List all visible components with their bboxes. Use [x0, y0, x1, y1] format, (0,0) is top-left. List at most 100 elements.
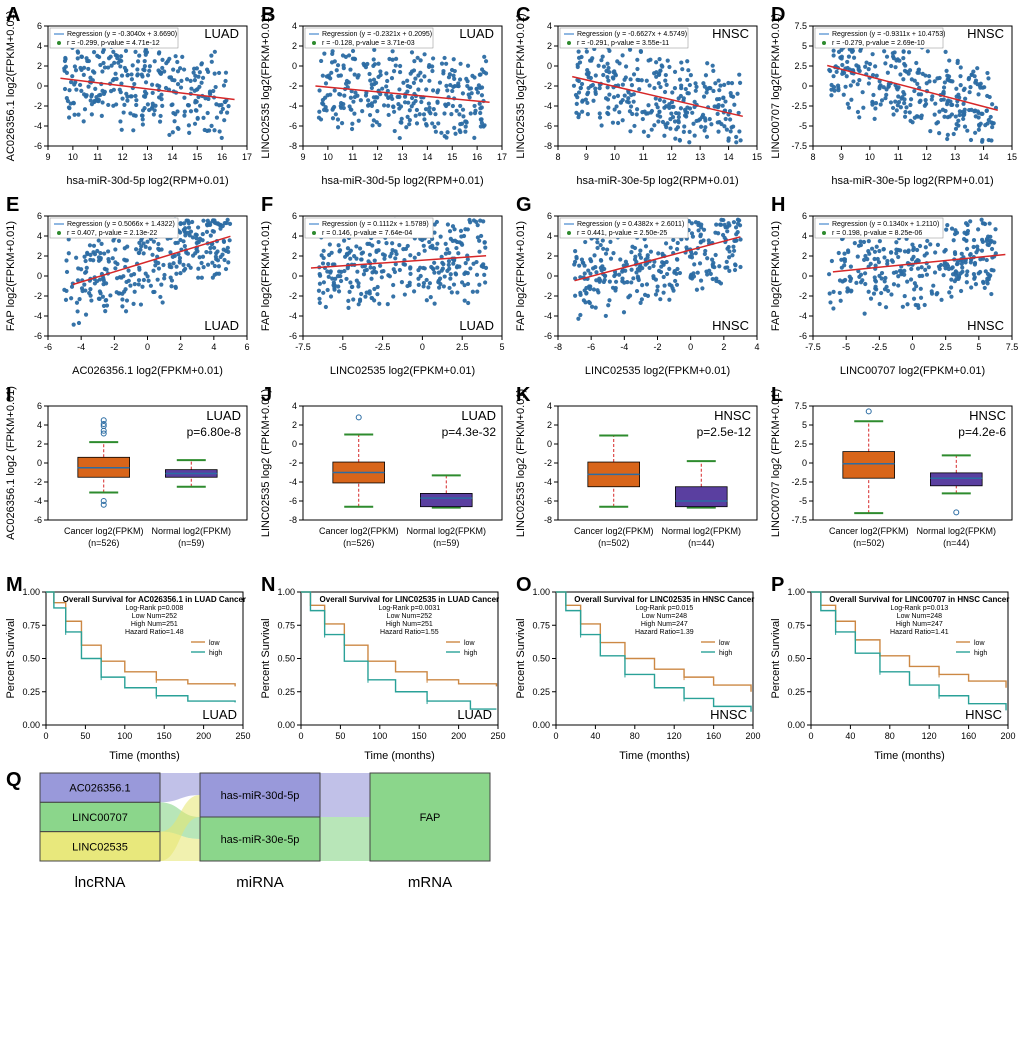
svg-text:-2: -2: [799, 291, 807, 301]
svg-text:2: 2: [292, 420, 297, 430]
panel-F: F-7.5-5-2.502.55-6-4-20246LINC02535 log2…: [255, 190, 510, 380]
svg-text:Time (months): Time (months): [874, 750, 945, 762]
svg-text:Time (months): Time (months): [364, 750, 435, 762]
panel-letter-A: A: [6, 4, 20, 27]
svg-text:Log-Rank p=0.0031: Log-Rank p=0.0031: [379, 605, 441, 612]
svg-text:Overall Survival for LINC00707: Overall Survival for LINC00707 in HNSC C…: [829, 595, 1009, 604]
svg-text:Regression (y = -0.2321x + 0.2: Regression (y = -0.2321x + 0.2095): [322, 31, 432, 38]
svg-text:120: 120: [667, 731, 682, 741]
svg-text:7.5: 7.5: [794, 21, 807, 31]
xlabel: hsa-miR-30e-5p log2(RPM+0.01): [831, 175, 993, 187]
xlabel: AC026356.1 log2(FPKM+0.01): [72, 365, 223, 377]
panel-E: E-6-4-20246-6-4-20246AC026356.1 log2(FPK…: [0, 190, 255, 380]
panel-G: G-8-6-4-2024-6-4-20246LINC02535 log2(FPK…: [510, 190, 765, 380]
svg-text:10: 10: [865, 152, 875, 162]
svg-text:160: 160: [706, 731, 721, 741]
svg-text:2: 2: [547, 41, 552, 51]
svg-text:17: 17: [497, 152, 507, 162]
svg-text:0.00: 0.00: [277, 720, 295, 730]
svg-text:0.25: 0.25: [532, 687, 550, 697]
svg-text:Percent Survival: Percent Survival: [5, 618, 17, 698]
svg-text:-4: -4: [289, 477, 297, 487]
svg-text:12: 12: [118, 152, 128, 162]
svg-text:4: 4: [547, 401, 552, 411]
svg-text:Regression (y = 0.1340x + 1.21: Regression (y = 0.1340x + 1.2110): [832, 221, 939, 228]
svg-text:(n=502): (n=502): [853, 538, 884, 548]
svg-text:-2.5: -2.5: [791, 477, 807, 487]
svg-text:9: 9: [584, 152, 589, 162]
svg-text:-4: -4: [620, 342, 628, 352]
svg-text:0.00: 0.00: [22, 720, 40, 730]
svg-text:-8: -8: [289, 515, 297, 525]
panel-letter-E: E: [6, 194, 19, 217]
svg-text:Hazard Ratio=1.41: Hazard Ratio=1.41: [890, 629, 949, 636]
svg-text:Normal log2(FPKM): Normal log2(FPKM): [662, 526, 742, 536]
svg-text:5: 5: [802, 41, 807, 51]
svg-text:LUAD: LUAD: [457, 707, 492, 722]
svg-text:Regression (y = 0.5066x + 1.43: Regression (y = 0.5066x + 1.4322): [67, 221, 175, 228]
svg-text:80: 80: [885, 731, 895, 741]
svg-text:LINC02535: LINC02535: [72, 841, 128, 853]
svg-text:-4: -4: [544, 101, 552, 111]
svg-text:200: 200: [745, 731, 760, 741]
svg-text:11: 11: [894, 152, 903, 162]
legend: Regression (y = 0.4382x + 2.6011)r = 0.4…: [560, 218, 688, 238]
ylabel: AC026356.1 log2(FPKM+0.01): [5, 11, 17, 162]
svg-text:0.50: 0.50: [277, 654, 295, 664]
svg-text:-8: -8: [554, 342, 562, 352]
svg-text:p=6.80e-8: p=6.80e-8: [187, 425, 242, 439]
svg-text:0: 0: [910, 342, 915, 352]
scatter-points: [572, 38, 743, 144]
svg-text:10: 10: [323, 152, 333, 162]
cancer-label: LUAD: [204, 26, 239, 41]
svg-text:low: low: [209, 640, 220, 647]
legend: Regression (y = -0.6627x + 4.5749)r = -0…: [560, 28, 688, 48]
svg-text:-5: -5: [799, 496, 807, 506]
svg-text:Time (months): Time (months): [109, 750, 180, 762]
svg-text:0: 0: [37, 81, 42, 91]
svg-text:-2: -2: [544, 81, 552, 91]
scatter-C: 89101112131415-8-6-4-2024hsa-miR-30e-5p …: [510, 0, 765, 190]
svg-text:0: 0: [688, 342, 693, 352]
svg-text:2: 2: [292, 251, 297, 261]
svg-text:Hazard Ratio=1.39: Hazard Ratio=1.39: [635, 629, 694, 636]
svg-text:0.50: 0.50: [532, 654, 550, 664]
svg-text:LUAD: LUAD: [206, 408, 241, 423]
panel-letter-B: B: [261, 4, 275, 27]
svg-text:-2.5: -2.5: [375, 342, 391, 352]
svg-text:(n=526): (n=526): [343, 538, 374, 548]
svg-text:LUAD: LUAD: [202, 707, 237, 722]
svg-text:(n=502): (n=502): [598, 538, 629, 548]
svg-text:9: 9: [45, 152, 50, 162]
svg-text:13: 13: [142, 152, 152, 162]
svg-text:150: 150: [157, 731, 172, 741]
svg-text:0.50: 0.50: [22, 654, 40, 664]
svg-text:LUAD: LUAD: [461, 408, 496, 423]
svg-text:0: 0: [43, 731, 48, 741]
ylabel: LINC00707 log2(FPKM+0.01): [770, 13, 782, 158]
svg-text:Low Num=248: Low Num=248: [642, 613, 687, 620]
svg-text:high: high: [974, 650, 987, 657]
panel-C: C89101112131415-8-6-4-2024hsa-miR-30e-5p…: [510, 0, 765, 190]
svg-text:100: 100: [372, 731, 387, 741]
svg-text:-2: -2: [34, 477, 42, 487]
svg-text:7.5: 7.5: [794, 401, 807, 411]
svg-text:LINC02535 log2 (FPKM+0.01): LINC02535 log2 (FPKM+0.01): [260, 389, 272, 537]
ylabel: LINC02535 log2(FPKM+0.01): [515, 13, 527, 158]
svg-text:r = 0.198, p-value = 8.25e-06: r = 0.198, p-value = 8.25e-06: [832, 230, 922, 237]
svg-text:Hazard Ratio=1.48: Hazard Ratio=1.48: [125, 629, 184, 636]
svg-text:-8: -8: [289, 141, 297, 151]
svg-text:-6: -6: [44, 342, 52, 352]
svg-text:-2: -2: [544, 291, 552, 301]
boxplot-L: -7.5-5-2.502.557.5LINC00707 log2 (FPKM+0…: [765, 380, 1020, 570]
svg-text:-6: -6: [34, 141, 42, 151]
svg-text:6: 6: [244, 342, 249, 352]
svg-text:(n=59): (n=59): [178, 538, 204, 548]
svg-text:13: 13: [397, 152, 407, 162]
legend: Regression (y = 0.5066x + 1.4322)r = 0.4…: [50, 218, 178, 238]
boxplot-J: -8-6-4-2024LINC02535 log2 (FPKM+0.01)Can…: [255, 380, 510, 570]
svg-text:Normal log2(FPKM): Normal log2(FPKM): [407, 526, 487, 536]
svg-text:200: 200: [1000, 731, 1015, 741]
svg-text:-4: -4: [34, 496, 42, 506]
svg-text:-7.5: -7.5: [805, 342, 821, 352]
